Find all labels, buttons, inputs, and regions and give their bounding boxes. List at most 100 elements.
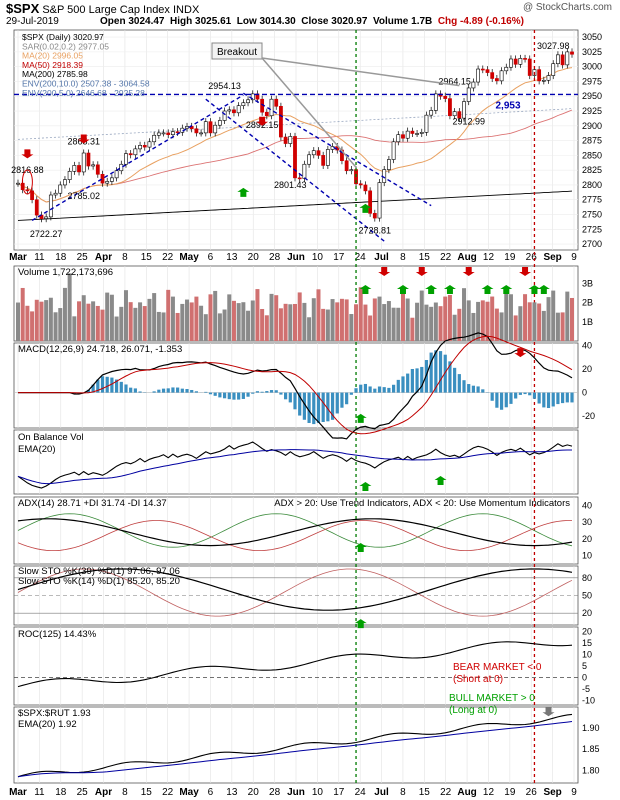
volume-bar <box>541 310 546 341</box>
volume-bar <box>274 295 279 341</box>
volume-bar <box>391 307 396 341</box>
candle-body <box>386 159 391 170</box>
candle-body <box>443 95 448 99</box>
stoch-y-tick: 20 <box>582 608 592 618</box>
x-tick-label-bottom: Mar <box>9 787 27 798</box>
candle-body <box>494 78 499 82</box>
volume-bar <box>321 308 326 341</box>
macd-title: MACD(12,26,9) 24.718, 26.071, -1.353 <box>18 344 182 355</box>
volume-bar <box>565 291 570 341</box>
volume-bar <box>166 289 171 341</box>
volume-buy-arrow <box>500 285 513 294</box>
macd-hist-bar <box>462 380 466 393</box>
volume-buy-arrow <box>425 285 438 294</box>
macd-hist-bar <box>387 387 391 393</box>
macd-y-tick: 0 <box>582 388 587 398</box>
macd-hist-bar <box>180 388 184 393</box>
macd-y-tick: 20 <box>582 364 592 374</box>
volume-bar <box>386 301 391 341</box>
x-tick-label: 9 <box>571 252 577 263</box>
stoch-title-2: Slow STO %K(14) %D(1) 85.20, 85.20 <box>18 576 180 587</box>
candle-body <box>368 190 373 214</box>
trendline-down-2 <box>242 92 432 207</box>
volume-bar <box>161 312 166 341</box>
volume-bar <box>405 298 410 341</box>
roc-y-tick: 0 <box>582 672 587 682</box>
volume-bar <box>372 298 377 341</box>
ratio-y-tick: 1.85 <box>582 744 600 754</box>
price-y-tick: 2750 <box>582 210 602 220</box>
high-value: High 3025.61 <box>170 16 232 27</box>
volume-bar <box>447 294 452 341</box>
price-y-tick: 2875 <box>582 136 602 146</box>
candle-body <box>316 150 321 156</box>
candle-body <box>269 98 274 117</box>
price-label: 2785.02 <box>67 191 100 201</box>
adx-note: ADX > 20: Use Trend Indicators, ADX < 20… <box>274 498 570 509</box>
macd-hist-bar <box>532 392 537 399</box>
sell-arrow <box>256 116 269 126</box>
candle-body <box>250 93 255 101</box>
x-tick-label-bottom: 9 <box>571 787 577 798</box>
volume-bar <box>77 301 82 341</box>
x-tick-label-bottom: 15 <box>419 787 431 798</box>
x-tick-label: 8 <box>122 252 128 263</box>
price-y-tick: 2725 <box>582 224 602 234</box>
candle-body <box>523 58 527 60</box>
volume-bar <box>180 303 185 341</box>
volume-bar <box>480 300 485 341</box>
ratio-ema-line <box>17 721 573 778</box>
x-tick-label-bottom: 26 <box>526 787 538 798</box>
candle-body <box>81 152 86 173</box>
macd-hist-bar <box>509 392 513 404</box>
candle-body <box>222 110 227 121</box>
macd-hist-bar <box>161 388 166 393</box>
x-tick-label: Apr <box>95 252 112 263</box>
volume-bar <box>354 304 359 341</box>
volume-bar <box>546 297 551 341</box>
price-legend-item: MA(50) 2918.39 <box>22 60 83 70</box>
obv-title: On Balance Vol <box>18 432 84 443</box>
macd-hist-bar <box>96 379 100 393</box>
candle-body <box>396 134 401 143</box>
breakout-arrow <box>261 57 357 168</box>
candle-body <box>77 165 81 173</box>
macd-hist-bar <box>476 386 480 393</box>
candle-body <box>147 141 152 148</box>
macd-hist-bar <box>119 381 123 393</box>
macd-hist-bar <box>138 391 142 393</box>
volume-bar <box>297 292 302 341</box>
price-label: 2954.13 <box>208 81 241 91</box>
macd-hist-bar <box>72 392 76 395</box>
volume-bar <box>123 290 128 341</box>
macd-hist-bar <box>565 392 569 403</box>
x-tick-label-bottom: 13 <box>226 787 238 798</box>
ratio-arrow <box>542 707 555 717</box>
macd-signal-line <box>18 335 573 435</box>
candle-body <box>527 58 532 76</box>
volume-value: Volume 1.7B <box>372 16 433 27</box>
macd-hist-bar <box>467 384 471 393</box>
candle-body <box>95 164 100 175</box>
volume-bar <box>363 304 368 341</box>
macd-hist-bar <box>213 392 217 396</box>
breakout-box <box>211 42 263 60</box>
candle-body <box>321 155 326 166</box>
volume-bar <box>58 308 63 341</box>
candle-body <box>377 182 382 219</box>
volume-bar <box>537 303 542 341</box>
volume-bar <box>72 316 77 341</box>
volume-bar <box>109 294 114 341</box>
close-value: Close 3020.97 <box>301 16 368 27</box>
volume-bar <box>138 302 143 341</box>
macd-hist-bar <box>110 377 114 393</box>
macd-hist-bar <box>448 361 452 393</box>
roc-line <box>17 641 573 688</box>
stoch-buy-arrow <box>354 619 367 629</box>
x-tick-label-bottom: 20 <box>248 787 260 798</box>
macd-hist-bar <box>490 392 494 401</box>
volume-sell-arrow <box>462 267 475 276</box>
macd-hist-bar <box>190 389 194 393</box>
index-name: S&P 500 Large Cap Index <box>42 4 170 16</box>
